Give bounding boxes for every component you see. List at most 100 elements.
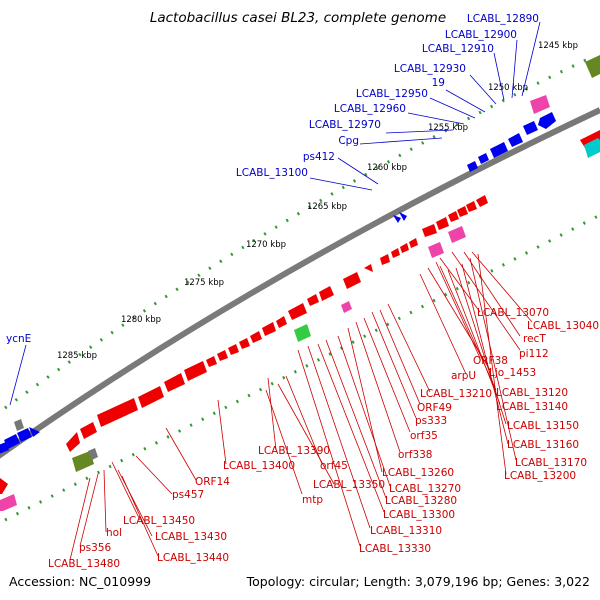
gene-feature[interactable] (476, 195, 488, 207)
gene-feature[interactable] (262, 322, 276, 336)
gene-feature[interactable] (393, 215, 401, 223)
gene-label[interactable]: ps333 (415, 415, 447, 427)
misc-feature[interactable] (585, 55, 600, 78)
gene-label[interactable]: LCABL_12890 (467, 13, 539, 25)
gene-label[interactable]: LCABL_12960 (334, 103, 406, 115)
trna-feature[interactable] (448, 226, 466, 243)
gene-label[interactable]: LCABL_13480 (48, 558, 120, 570)
gene-feature[interactable] (138, 386, 164, 408)
gene-label[interactable]: ps457 (172, 489, 204, 501)
gene-label[interactable]: LCABL_13200 (504, 470, 576, 482)
gene-label[interactable]: LCABL_13120 (496, 387, 568, 399)
trna-feature[interactable] (0, 494, 17, 511)
gene-label[interactable]: LCABL_13260 (382, 467, 454, 479)
gene-feature[interactable] (319, 286, 334, 301)
gene-feature[interactable] (250, 331, 262, 343)
trna-feature[interactable] (341, 301, 352, 313)
rrna-feature[interactable] (584, 138, 600, 158)
gene-label[interactable]: LCABL_13150 (507, 420, 579, 432)
gene-feature[interactable] (580, 130, 600, 148)
gene-label[interactable]: LCABL_13330 (359, 543, 431, 555)
gene-feature[interactable] (436, 217, 449, 230)
gene-feature[interactable] (29, 427, 40, 437)
gene-feature[interactable] (523, 121, 538, 135)
gene-feature[interactable] (467, 161, 478, 172)
gene-feature[interactable] (391, 248, 400, 258)
gene-label[interactable]: ORF49 (417, 402, 452, 414)
gene-feature[interactable] (0, 478, 8, 494)
gene-label[interactable]: LCABL_13400 (223, 460, 295, 472)
gene-feature[interactable] (399, 212, 407, 221)
gene-feature[interactable] (276, 316, 287, 328)
gene-label[interactable]: ORF14 (195, 476, 230, 488)
gene-label[interactable]: LCABL_12970 (309, 119, 381, 131)
gene-label[interactable]: ps356 (79, 542, 111, 554)
gene-label[interactable]: LCABL_13440 (157, 552, 229, 564)
gene-label[interactable]: Cpg (338, 135, 359, 147)
gene-feature[interactable] (17, 428, 32, 442)
gene-label[interactable]: LCABL_13070 (477, 307, 549, 319)
gene-label[interactable]: 19 (432, 77, 445, 89)
gene-feature[interactable] (288, 303, 307, 320)
other-feature[interactable] (294, 324, 311, 342)
gene-label[interactable]: mtp (302, 494, 323, 506)
gene-label[interactable]: LCABL_13040 (527, 320, 599, 332)
gene-label[interactable]: pi112 (519, 348, 549, 360)
gene-feature[interactable] (490, 142, 508, 158)
gene-label[interactable]: recT (523, 333, 546, 345)
gene-label[interactable]: LCABL_13100 (236, 167, 308, 179)
gene-feature[interactable] (239, 338, 250, 349)
gene-label[interactable]: arpU (451, 370, 476, 382)
gene-label[interactable]: ORF38 (473, 355, 508, 367)
gene-feature[interactable] (307, 294, 319, 306)
trna-feature[interactable] (428, 242, 444, 258)
gene-label[interactable]: LCABL_13390 (258, 445, 330, 457)
gene-feature[interactable] (364, 264, 373, 272)
gene-label[interactable]: orf338 (398, 449, 432, 461)
misc-feature[interactable] (88, 448, 98, 460)
gene-feature[interactable] (80, 422, 97, 439)
gene-label[interactable]: LCABL_13280 (385, 495, 457, 507)
gene-label[interactable]: LCABL_12910 (422, 43, 494, 55)
gene-label[interactable]: LCABL_13160 (507, 439, 579, 451)
gene-label[interactable]: LCABL_13310 (370, 525, 442, 537)
gene-feature[interactable] (4, 434, 20, 449)
gene-feature[interactable] (508, 133, 523, 147)
gene-label[interactable]: LCABL_12930 (394, 63, 466, 75)
gene-label[interactable]: orf45 (320, 460, 348, 472)
gene-label[interactable]: Ljo_1453 (489, 367, 536, 379)
gene-label[interactable]: ps412 (303, 151, 335, 163)
gene-feature[interactable] (380, 254, 390, 265)
gene-label[interactable]: LCABL_13210 (420, 388, 492, 400)
gene-feature[interactable] (97, 398, 138, 427)
gene-label[interactable]: LCABL_13450 (123, 515, 195, 527)
gene-label[interactable]: LCABL_13270 (389, 483, 461, 495)
gene-feature[interactable] (448, 211, 459, 222)
misc-feature[interactable] (14, 419, 24, 431)
gene-feature[interactable] (0, 442, 9, 454)
gene-label[interactable]: LCABL_13140 (496, 401, 568, 413)
gene-feature[interactable] (478, 153, 489, 164)
gene-label[interactable]: LCABL_12900 (445, 29, 517, 41)
gene-feature[interactable] (206, 356, 217, 367)
gene-feature[interactable] (457, 206, 468, 217)
gene-label[interactable]: LCABL_13170 (515, 457, 587, 469)
gene-label[interactable]: hol (106, 527, 122, 539)
gene-feature[interactable] (217, 350, 228, 361)
gene-feature[interactable] (343, 272, 361, 289)
trna-feature[interactable] (530, 95, 550, 114)
gene-feature[interactable] (184, 361, 207, 381)
gene-label[interactable]: LCABL_13350 (313, 479, 385, 491)
gene-feature[interactable] (164, 373, 185, 392)
gene-label[interactable]: LCABL_13430 (155, 531, 227, 543)
gene-feature[interactable] (422, 224, 437, 237)
gene-feature[interactable] (466, 201, 477, 212)
gene-label[interactable]: orf35 (410, 430, 438, 442)
gene-feature[interactable] (66, 432, 80, 452)
gene-feature[interactable] (400, 243, 409, 253)
misc-feature[interactable] (72, 451, 94, 472)
gene-label[interactable]: ycnE (6, 333, 31, 345)
gene-label[interactable]: LCABL_13300 (383, 509, 455, 521)
gene-feature[interactable] (409, 238, 418, 248)
gene-label[interactable]: LCABL_12950 (356, 88, 428, 100)
